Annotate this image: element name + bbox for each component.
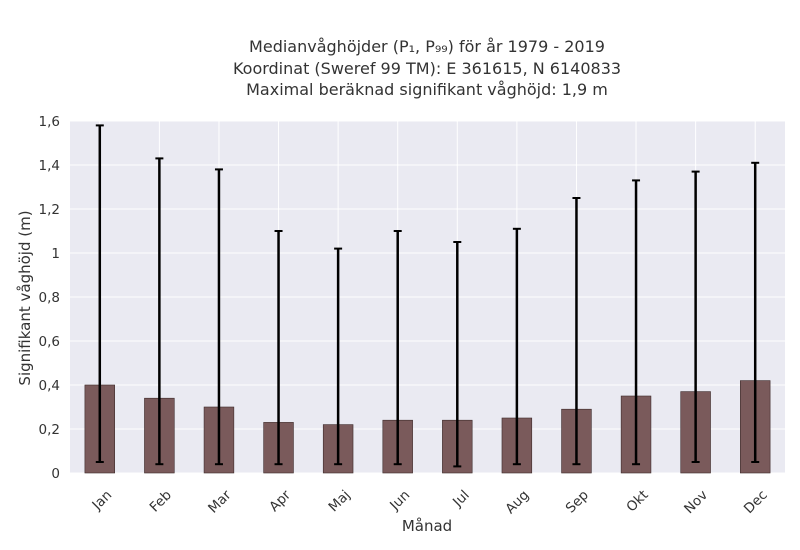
x-tick-label: Mar [205, 487, 235, 517]
x-tick-label: Maj [326, 487, 354, 515]
x-tick-label: Nov [681, 487, 711, 517]
x-tick-label: Jan [89, 487, 116, 514]
x-tick-label: Apr [266, 487, 294, 515]
y-axis-label: Signifikant våghöjd (m) [16, 210, 34, 385]
x-tick-label: Jul [449, 487, 473, 511]
y-tick-label: 0,8 [39, 290, 60, 306]
x-axis-label: Månad [402, 517, 452, 535]
x-tick-label: Jun [386, 487, 413, 514]
y-tick-label: 1,6 [39, 114, 60, 130]
x-tick-label: Okt [623, 487, 651, 515]
y-tick-label: 1,2 [39, 202, 60, 218]
y-tick-label: 1,4 [39, 158, 60, 174]
chart-title-line-2: Koordinat (Sweref 99 TM): E 361615, N 61… [233, 59, 621, 78]
x-tick-label: Dec [741, 487, 771, 517]
y-tick-label: 0 [51, 466, 60, 482]
x-tick-labels: Jan Feb Mar Apr Maj Jun Jul Aug Sep Okt Nov Dec [89, 487, 771, 517]
y-tick-label: 1 [51, 246, 60, 262]
x-tick-label: Aug [502, 487, 532, 517]
y-tick-labels: 0 0,2 0,4 0,6 0,8 1 1,2 1,4 1,6 [39, 114, 60, 482]
chart-title-line-1: Medianvåghöjder (P₁, P₉₉) för år 1979 - … [249, 37, 605, 56]
x-tick-label: Sep [563, 487, 592, 516]
error-bars [95, 124, 760, 468]
y-tick-label: 0,6 [39, 334, 60, 350]
chart-title-line-3: Maximal beräknad signifikant våghöjd: 1,… [246, 80, 608, 99]
x-tick-label: Feb [147, 487, 175, 515]
y-tick-label: 0,4 [39, 378, 60, 394]
y-tick-label: 0,2 [39, 422, 60, 438]
